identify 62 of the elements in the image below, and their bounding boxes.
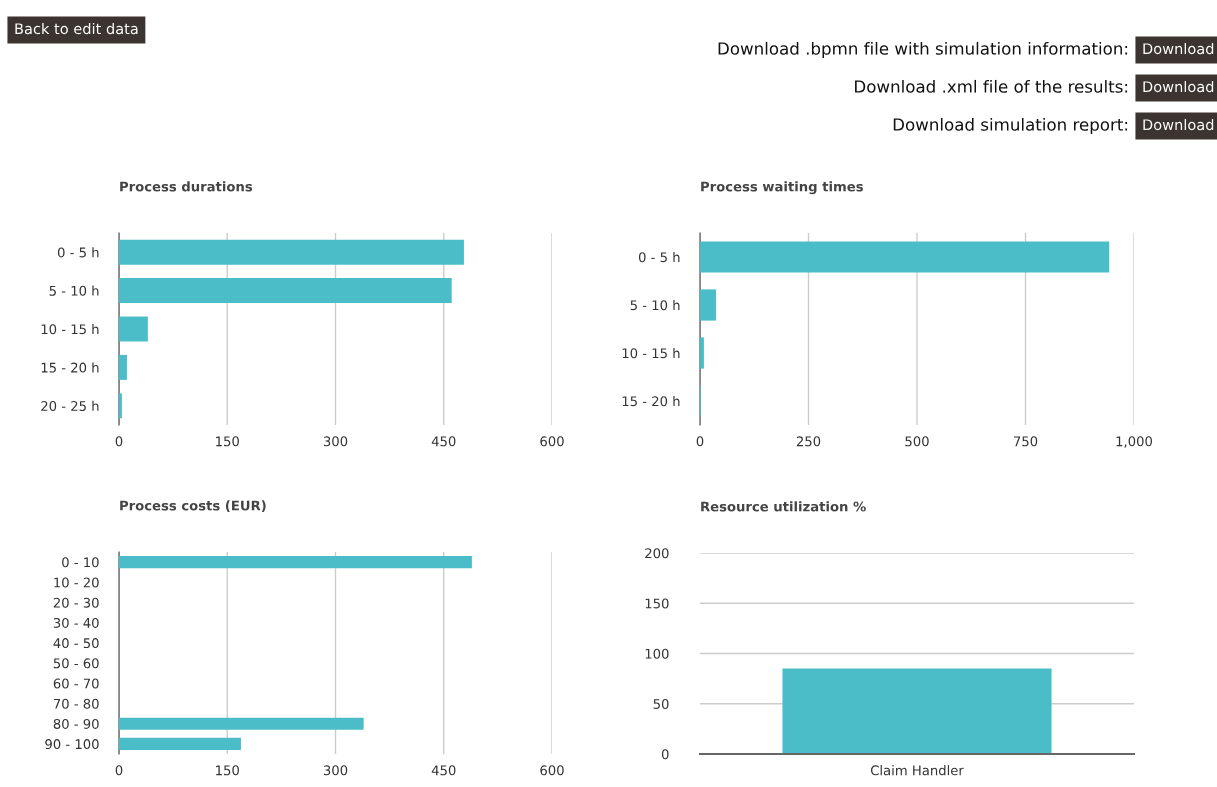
bar [119,239,464,265]
x-tick-label: 0 [115,765,123,776]
text: Download [1143,42,1214,55]
chart-title: Process waiting times [701,181,863,195]
bar [700,241,1110,273]
x-tick-label: 300 [323,436,348,447]
x-tick-label: 150 [216,436,239,447]
text: Back to edit data [15,22,138,35]
x-tick-label: 450 [431,436,456,447]
y-tick-label: 90 - 100 [45,739,99,750]
bar [119,717,364,730]
y-tick-label: 50 - 60 [53,658,99,669]
text: Download [1143,118,1214,131]
bar [119,316,148,342]
x-tick-label: 600 [540,436,564,447]
bar [119,354,127,380]
y-tick-label: 60 - 70 [53,678,99,689]
bar [119,278,452,304]
text: Download .xml file of the results: [855,79,1128,93]
x-tick-label: 450 [431,765,456,776]
y-tick-label: 30 - 40 [53,617,99,628]
x-tick-label: 0 [115,436,123,447]
chart-title: Resource utilization % [701,501,866,512]
chart-title: Process durations [120,181,253,192]
x-tick-label: 300 [323,765,348,776]
x-tick-label: 1,000 [1116,436,1153,448]
x-tick-label: 750 [1013,436,1038,447]
x-tick-label: 0 [696,436,704,447]
y-tick-label: 0 - 5 h [638,251,680,263]
y-tick-label: 10 - 15 h [41,323,99,335]
text: Download .bpmn file with simulation information: [718,41,1128,59]
y-tick-label: 20 - 25 h [41,400,99,411]
y-tick-label: 10 - 20 [54,577,99,588]
chart-title: Process costs (EUR) [120,500,266,513]
y-tick-label: 15 - 20 h [622,395,680,407]
bar [119,393,122,419]
x-tick-label: 500 [905,436,929,447]
bar [119,556,472,569]
y-tick-label: 5 - 10 h [630,299,680,311]
y-tick-label: 50 [653,698,669,709]
bar [119,737,241,750]
y-tick-label: 15 - 20 h [41,362,99,373]
x-tick-label: Claim Handler [870,765,964,776]
y-tick-label: 200 [645,548,669,559]
y-tick-label: 10 - 15 h [622,347,680,359]
y-tick-label: 5 - 10 h [49,285,99,296]
bar [700,289,717,321]
y-tick-label: 0 - 10 [62,557,99,568]
x-tick-label: 250 [796,436,821,447]
text: Download [1143,80,1214,93]
text: Download simulation report: [893,117,1128,135]
x-tick-label: 600 [540,765,564,776]
y-tick-label: 150 [645,598,669,609]
y-tick-label: 70 - 80 [53,698,99,709]
y-tick-label: 40 - 50 [53,638,99,649]
bar [700,337,704,369]
y-tick-label: 80 - 90 [53,718,99,729]
y-tick-label: 20 - 30 [53,597,99,608]
y-tick-label: 0 - 5 h [57,247,99,258]
y-tick-label: 0 [661,749,669,760]
x-tick-label: 150 [216,765,239,776]
y-tick-label: 100 [645,648,669,659]
